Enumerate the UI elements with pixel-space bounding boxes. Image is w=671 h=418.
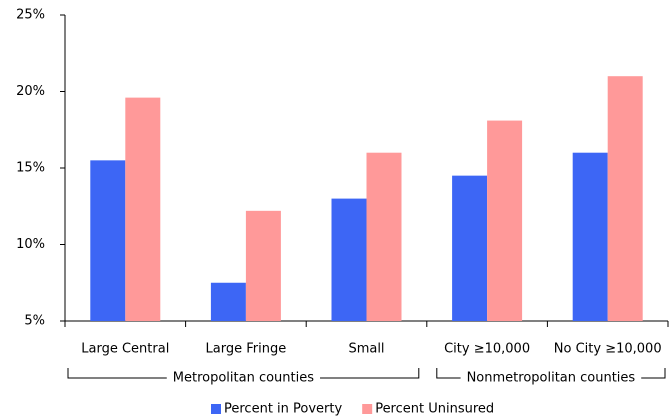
- bar: [245, 210, 281, 321]
- group-label: Metropolitan counties: [173, 371, 314, 386]
- legend-label: Percent in Poverty: [224, 402, 342, 417]
- x-tick-label: City ≥10,000: [444, 342, 530, 357]
- bar: [607, 76, 643, 321]
- y-tick-label: 25%: [16, 8, 45, 23]
- bar: [366, 152, 402, 321]
- bar: [487, 120, 523, 321]
- y-tick-label: 20%: [16, 84, 45, 99]
- bar: [331, 198, 367, 321]
- x-tick-label: Small: [348, 342, 384, 357]
- x-tick-label: Large Fringe: [206, 342, 287, 357]
- y-tick-label: 10%: [16, 237, 45, 252]
- legend-label: Percent Uninsured: [375, 402, 494, 417]
- bar: [572, 152, 608, 321]
- bar: [125, 97, 161, 322]
- bar: [452, 175, 488, 321]
- legend-swatch: [362, 404, 373, 414]
- group-label: Nonmetropolitan counties: [467, 371, 636, 386]
- group-bracket: [67, 368, 420, 379]
- y-tick-label: 5%: [24, 314, 45, 329]
- y-tick-label: 15%: [16, 161, 45, 176]
- legend-swatch: [211, 404, 221, 414]
- x-tick-label: Large Central: [81, 342, 169, 357]
- bar: [210, 282, 246, 321]
- bar: [90, 160, 126, 321]
- group-bracket: [436, 368, 666, 379]
- x-tick-label: No City ≥10,000: [554, 342, 662, 357]
